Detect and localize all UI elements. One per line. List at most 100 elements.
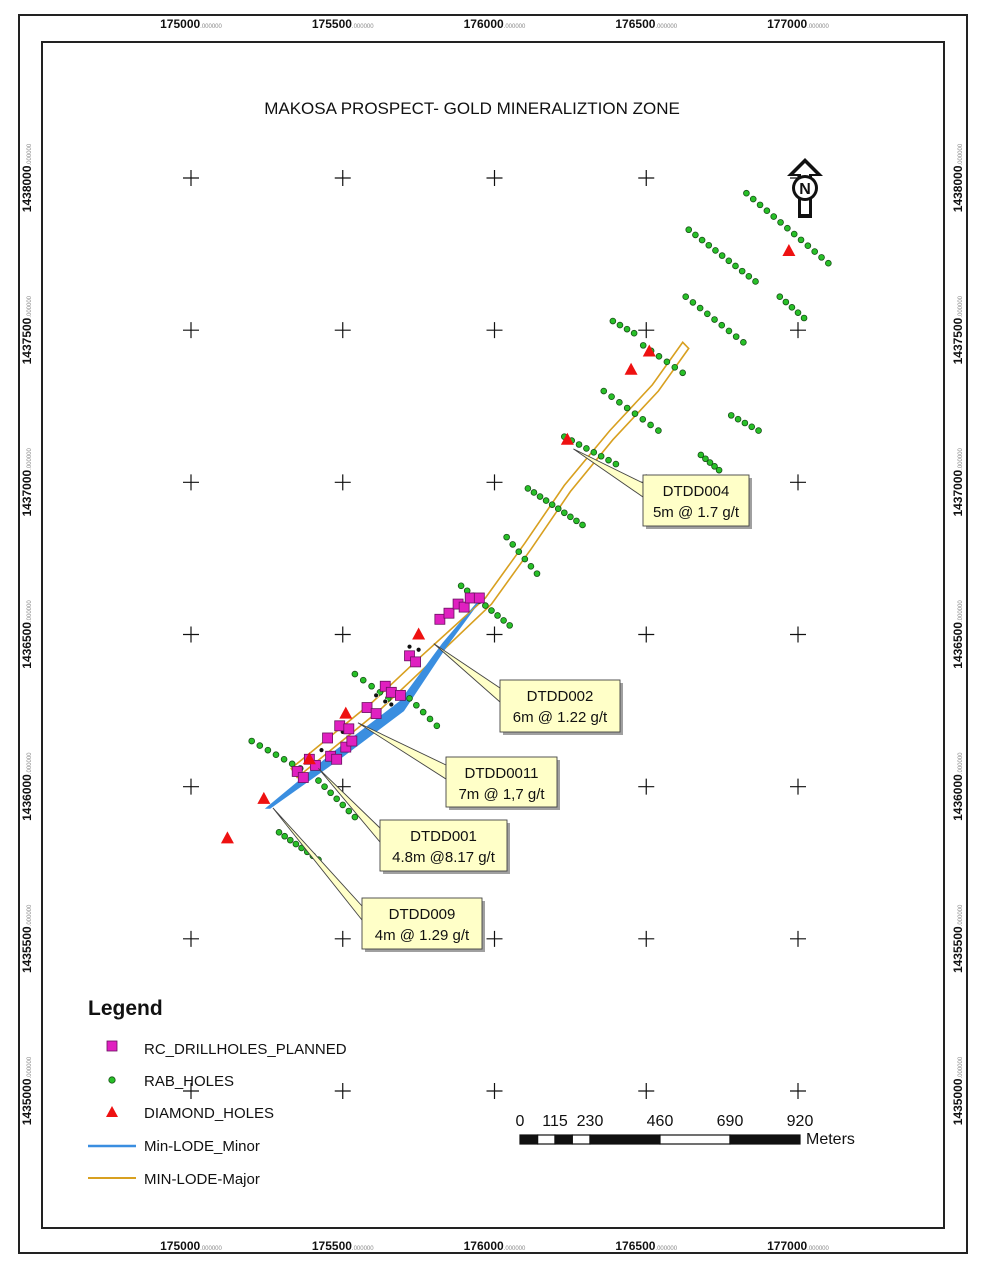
label-suffix: .000000: [504, 24, 526, 30]
rab-hole: [333, 795, 340, 803]
diamond-hole: [339, 706, 353, 719]
rab-hole: [777, 219, 784, 226]
grid-cross: [638, 626, 655, 643]
label-suffix: .000000: [958, 600, 964, 622]
scale-bar-segment: [537, 1134, 556, 1145]
northing-label: 1436500.000000: [20, 600, 34, 669]
legend-label: MIN-LODE-Major: [144, 1171, 260, 1188]
rc-planned-hole: [443, 607, 455, 619]
callout-hole-id: DTDD002: [527, 688, 594, 705]
rab-hole: [506, 622, 513, 629]
callout-box: [361, 897, 483, 950]
rab-hole: [682, 293, 690, 300]
callout-hole-id: DTDD0011: [465, 765, 539, 782]
northing-label: 1438000.000000: [20, 143, 34, 212]
label-suffix: .000000: [27, 295, 33, 317]
rab-hole: [748, 423, 756, 431]
easting-label: 176500.000000: [615, 17, 677, 31]
grid-cross: [183, 474, 199, 491]
rab-hole: [579, 521, 586, 529]
callout-hole-id: DTDD009: [389, 906, 456, 923]
rab-hole: [727, 412, 735, 419]
rab-hole: [776, 293, 784, 300]
rab-hole: [712, 247, 719, 254]
legend-label: RAB_HOLES: [144, 1073, 234, 1090]
legend-item-diamond: DIAMOND_HOLES: [106, 1105, 274, 1122]
rab-hole: [272, 751, 280, 759]
rc-planned-hole: [410, 656, 421, 668]
easting-label: 175500.000000: [312, 17, 374, 31]
rab-hole: [280, 755, 288, 763]
rab-hole: [327, 789, 334, 797]
drill-hole: [415, 647, 422, 653]
grid-cross: [790, 778, 806, 795]
scale-bar-unit: Meters: [806, 1131, 855, 1148]
rab-hole: [732, 333, 740, 340]
rab-hole: [536, 493, 544, 500]
rab-hole: [738, 267, 746, 275]
label-suffix: .000000: [807, 1246, 829, 1252]
rab-hole: [292, 840, 300, 848]
rab-hole: [782, 298, 790, 306]
grid-cross: [486, 474, 503, 491]
rab-hole: [256, 742, 264, 749]
rab-hole: [597, 452, 605, 460]
legend-item-minor: Min-LODE_Minor: [88, 1138, 260, 1155]
rab-hole: [704, 310, 711, 318]
grid-cross: [183, 322, 199, 339]
callout-grade: 4.8m @8.17 g/t: [392, 849, 496, 866]
scale-bar-label: 460: [647, 1113, 674, 1130]
northing-label: 1438000.000000: [951, 143, 965, 212]
grid-cross: [638, 930, 655, 947]
easting-label: 176500.000000: [615, 1239, 677, 1253]
scale-bar-label: 115: [542, 1113, 568, 1130]
diamond-hole: [302, 752, 316, 765]
rab-hole: [530, 489, 538, 496]
scale-bar-label: 0: [516, 1113, 525, 1130]
scale-bar-segment: [519, 1134, 539, 1145]
rab-hole: [711, 316, 718, 323]
label-suffix: .000000: [655, 1246, 677, 1252]
rab-hole: [692, 231, 699, 239]
rab-hole: [616, 399, 623, 406]
rab-hole: [639, 415, 647, 423]
rc-planned-hole: [458, 601, 470, 613]
northing-label: 1435500.000000: [951, 904, 965, 973]
rab-hole: [281, 832, 288, 840]
rab-hole: [818, 254, 825, 261]
scale-bar-segment: [554, 1134, 573, 1145]
rab-hole: [524, 485, 532, 492]
rab-hole: [800, 314, 808, 322]
grid-cross: [638, 322, 655, 339]
rab-hole: [741, 419, 749, 427]
rab-hole: [755, 427, 762, 434]
rab-hole: [689, 299, 697, 306]
grid-cross: [638, 170, 655, 186]
scale-bar: Meters 0 115 230 460 690 920: [516, 1113, 855, 1148]
label-suffix: .000000: [27, 1056, 33, 1078]
legend-item-rab: RAB_HOLES: [108, 1073, 234, 1090]
callout-dtdd001: DTDD001 4.8m @8.17 g/t: [318, 768, 510, 874]
rc-planned-hole: [385, 686, 397, 698]
rab-hole: [706, 459, 714, 466]
rab-hole: [623, 404, 631, 412]
rab-hole: [426, 715, 434, 723]
rab-hole: [811, 248, 818, 255]
grid-cross: [183, 170, 199, 186]
drill-hole: [406, 643, 413, 650]
easting-label: 177000.000000: [767, 17, 829, 31]
label-suffix: .000000: [504, 1246, 526, 1252]
grid-cross: [334, 474, 351, 491]
rc-planned-hole: [464, 592, 476, 604]
label-suffix: .000000: [958, 752, 964, 774]
rc-planned-hole: [379, 680, 391, 692]
callout-box: [445, 756, 558, 808]
rab-hole: [554, 505, 562, 513]
rab-hole: [804, 242, 812, 250]
rab-hole: [605, 456, 612, 464]
rc-planned-hole: [322, 732, 333, 744]
rab-hole: [542, 497, 550, 504]
label-suffix: .000000: [352, 24, 374, 30]
legend-label: RC_DRILLHOLES_PLANNED: [144, 1041, 347, 1058]
